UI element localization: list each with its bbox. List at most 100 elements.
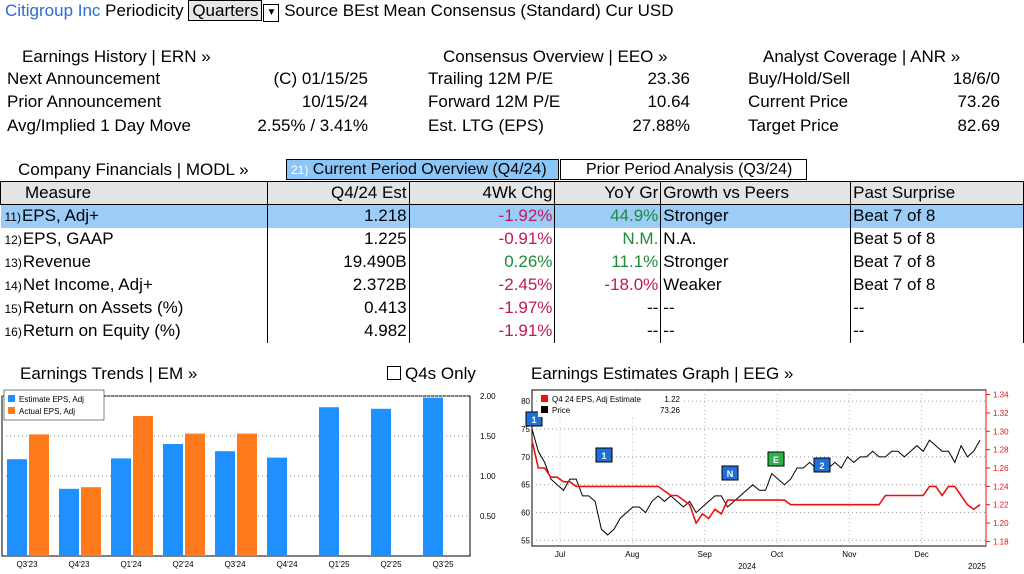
y-tick-label: 1.50: [480, 432, 496, 441]
bar-actual: [237, 433, 257, 556]
row-estimate: 2.372B: [267, 273, 410, 297]
next-announcement-label: Next Announcement: [7, 69, 161, 88]
row-yoy: --: [554, 319, 662, 343]
row-number: 11): [4, 210, 21, 225]
event-marker-label: 1: [531, 415, 536, 425]
earnings-trends-chart: 2.00 1.50 1.00 0.50 Q3'23 Q4'23 Q1'24 Q2'24 Q3'2…: [1, 389, 496, 569]
row-measure: EPS, Adj+: [21, 206, 99, 226]
right-tick-label: 1.24: [993, 482, 1009, 491]
estimates-graph-title[interactable]: Earnings Estimates Graph | EEG »: [531, 364, 794, 383]
row-surprise: Beat 7 of 8: [850, 250, 1024, 274]
row-peers: --: [660, 319, 852, 343]
periodicity-select[interactable]: Quarters: [188, 0, 263, 21]
legend-swatch: [541, 406, 548, 413]
table-row[interactable]: 15)Return on Assets (%) 0.413 -1.97% -- …: [0, 296, 1024, 320]
row-peers: Stronger: [660, 250, 852, 274]
table-row[interactable]: 11)EPS, Adj+ 1.218 -1.92% 44.9% Stronger…: [0, 204, 1024, 228]
right-tick-label: 1.28: [993, 446, 1009, 455]
tab-current-period[interactable]: 21) Current Period Overview (Q4/24): [286, 159, 559, 180]
bar-estimate: [111, 458, 131, 556]
table-row[interactable]: 14)Net Income, Adj+ 2.372B -2.45% -18.0%…: [0, 273, 1024, 297]
left-tick-label: 65: [521, 481, 530, 490]
row-change: -0.91%: [409, 227, 556, 251]
table-row[interactable]: 12)EPS, GAAP 1.225 -0.91% N.M. N.A. Beat…: [0, 227, 1024, 251]
legend-label: Q4 24 EPS, Adj Estimate: [552, 395, 641, 404]
company-name[interactable]: Citigroup Inc: [5, 1, 101, 20]
left-tick-label: 80: [521, 397, 530, 406]
prior-announcement-value: 10/15/24: [301, 92, 368, 111]
consensus-title[interactable]: Consensus Overview | EEO »: [443, 47, 668, 66]
row-surprise: --: [850, 319, 1024, 343]
row-measure: Return on Equity (%): [22, 321, 181, 340]
table-row[interactable]: 13)Revenue 19.490B 0.26% 11.1% Stronger …: [0, 250, 1024, 274]
earnings-history-title[interactable]: Earnings History | ERN »: [22, 47, 211, 66]
left-tick-label: 55: [521, 536, 530, 545]
analyst-title[interactable]: Analyst Coverage | ANR »: [763, 47, 961, 66]
current-price-value: 73.26: [957, 92, 1000, 111]
col-yoy-growth[interactable]: YoY Gr: [554, 181, 662, 205]
row-estimate: 1.225: [267, 227, 410, 251]
row-change: -1.97%: [409, 296, 556, 320]
row-change: -1.91%: [409, 319, 556, 343]
top-bar: Citigroup Inc Periodicity Quarters ▼ Sour…: [5, 0, 674, 22]
x-tick-label: Dec: [915, 550, 929, 559]
x-tick-label: Q3'23: [16, 560, 38, 569]
col-measure[interactable]: Measure: [0, 181, 268, 205]
x-tick-label: Oct: [771, 550, 784, 559]
row-surprise: Beat 5 of 8: [850, 227, 1024, 251]
row-number: 12): [4, 233, 22, 247]
row-yoy: 44.9%: [554, 204, 662, 228]
event-marker: [721, 465, 739, 481]
legend-box: [3, 389, 105, 421]
q4s-only-label: Q4s Only: [405, 364, 476, 383]
x-tick-label: Q4'24: [276, 560, 298, 569]
x-tick-label: Q4'23: [68, 560, 90, 569]
bar-actual: [133, 416, 153, 556]
col-growth-vs-peers[interactable]: Growth vs Peers: [660, 181, 852, 205]
trailing-pe-value: 23.36: [647, 69, 690, 88]
bar-estimate: [163, 444, 183, 556]
q4s-only-toggle[interactable]: Q4s Only: [387, 364, 476, 384]
x-tick-label: Q1'25: [328, 560, 350, 569]
row-number: 15): [4, 302, 22, 316]
legend-label: Estimate EPS, Adj: [19, 395, 84, 404]
x-tick-label: Q3'25: [432, 560, 454, 569]
ltg-label: Est. LTG (EPS): [428, 116, 544, 135]
target-price-value: 82.69: [957, 116, 1000, 135]
left-tick-label: 60: [521, 509, 530, 518]
x-tick-label: Jul: [555, 550, 565, 559]
series-line-estimate: [531, 440, 981, 525]
chevron-down-icon[interactable]: ▼: [263, 4, 280, 22]
row-measure: Net Income, Adj+: [22, 275, 153, 294]
bar-actual: [29, 434, 49, 556]
right-tick-label: 1.26: [993, 464, 1009, 473]
right-tick-label: 1.18: [993, 537, 1009, 546]
col-estimate[interactable]: Q4/24 Est: [266, 181, 410, 205]
row-peers: N.A.: [660, 227, 852, 251]
avg-move-label: Avg/Implied 1 Day Move: [7, 116, 191, 135]
tab-prior-period[interactable]: Prior Period Analysis (Q3/24): [560, 159, 807, 180]
checkbox-icon[interactable]: [387, 366, 401, 380]
event-marker-label: 2: [819, 461, 824, 471]
table-row[interactable]: 16)Return on Equity (%) 4.982 -1.91% -- …: [0, 319, 1024, 343]
row-yoy: 11.1%: [554, 250, 662, 274]
col-past-surprise[interactable]: Past Surprise: [850, 181, 1024, 205]
company-financials-title[interactable]: Company Financials | MODL »: [18, 160, 249, 179]
row-measure: Return on Assets (%): [22, 298, 184, 317]
earnings-trends-title[interactable]: Earnings Trends | EM »: [20, 364, 198, 383]
ltg-value: 27.88%: [632, 116, 690, 135]
legend-label: Price: [552, 406, 571, 415]
right-tick-label: 1.30: [993, 427, 1009, 436]
year-label: 2024: [738, 562, 756, 571]
left-tick-label: 70: [521, 453, 530, 462]
y-tick-label: 0.50: [480, 512, 496, 521]
right-tick-label: 1.32: [993, 409, 1009, 418]
source-label: Source BEst Mean Consensus (Standard) Cu…: [284, 1, 674, 20]
bar-estimate: [215, 451, 235, 556]
row-yoy: -18.0%: [554, 273, 662, 297]
periodicity-label: Periodicity: [105, 1, 184, 20]
series-line-price: [531, 428, 981, 536]
row-yoy: --: [554, 296, 662, 320]
x-tick-label: Q2'25: [380, 560, 402, 569]
col-4wk-change[interactable]: 4Wk Chg: [408, 181, 556, 205]
